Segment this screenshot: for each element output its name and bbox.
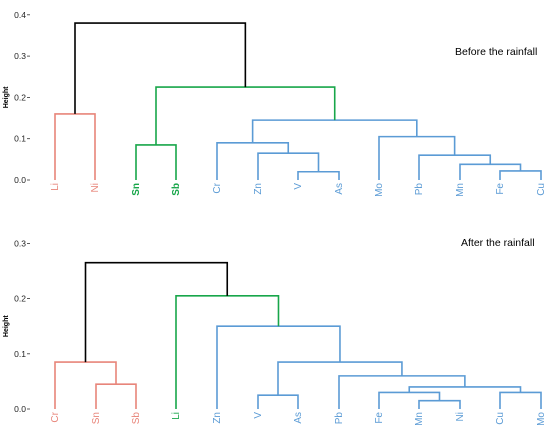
- y-tick-label: 0.0: [14, 175, 26, 185]
- dendrogram-branch: [155, 86, 336, 145]
- dendrogram-branch: [54, 361, 117, 409]
- leaf-label-sb: Sb: [131, 412, 142, 425]
- leaf-label-li: Li: [171, 412, 182, 420]
- dendrogram-branch: [84, 261, 229, 363]
- leaf-label-cu: Cu: [495, 412, 506, 425]
- dendrogram-branch: [216, 142, 290, 180]
- leaf-label-mo: Mo: [536, 412, 547, 426]
- dendrogram-branch: [418, 399, 461, 409]
- leaf-label-mn: Mn: [455, 183, 466, 197]
- leaf-label-cr: Cr: [50, 411, 61, 422]
- dendrogram-branch: [74, 22, 247, 114]
- leaf-label-pb: Pb: [414, 183, 425, 196]
- leaf-label-zn: Zn: [253, 183, 264, 195]
- leaf-label-as: As: [293, 412, 304, 424]
- y-tick-label: 0.2: [14, 92, 26, 102]
- leaf-label-fe: Fe: [495, 183, 506, 195]
- dendrogram-branch: [499, 391, 542, 409]
- dendrogram-branch: [459, 163, 522, 180]
- dendrogram-branch: [257, 394, 299, 409]
- dendrogram-branch: [378, 135, 456, 180]
- y-tick-label: 0.4: [14, 10, 26, 20]
- leaf-label-v: V: [253, 412, 264, 419]
- leaf-label-li: Li: [50, 183, 61, 191]
- leaf-label-ni: Ni: [90, 183, 101, 192]
- leaf-label-fe: Fe: [374, 412, 385, 424]
- leaf-label-v: V: [293, 183, 304, 190]
- leaf-label-as: As: [334, 183, 345, 195]
- leaf-label-mo: Mo: [374, 183, 385, 197]
- y-axis-label: Height: [3, 86, 10, 108]
- panel-title: Before the rainfall: [455, 46, 537, 58]
- dendrogram-branch: [297, 170, 340, 180]
- dendrogram-branch: [408, 386, 522, 393]
- leaf-label-sn: Sn: [91, 412, 102, 424]
- leaf-label-ni: Ni: [455, 412, 466, 421]
- leaf-label-sn: Sn: [131, 183, 142, 196]
- y-tick-label: 0.3: [14, 51, 26, 61]
- dendrogram-branch: [251, 119, 418, 143]
- y-tick-label: 0.0: [14, 404, 26, 414]
- leaf-label-cu: Cu: [536, 183, 547, 196]
- y-tick-label: 0.1: [14, 349, 26, 359]
- dendrogram-branch: [175, 295, 280, 409]
- leaf-label-pb: Pb: [334, 412, 345, 425]
- dendrogram-branch: [257, 152, 320, 180]
- panel-title: After the rainfall: [461, 237, 535, 249]
- y-tick-label: 0.3: [14, 238, 26, 248]
- dendrogram-branch: [418, 154, 492, 180]
- dendrogram-branch: [277, 361, 403, 396]
- dendrogram-panel-1: 0.0 0.1 0.2 0.3 0.4 Height Before the rainfall…: [3, 10, 547, 197]
- leaf-label-cr: Cr: [212, 182, 223, 193]
- y-tick-label: 0.2: [14, 294, 26, 304]
- dendrogram-branch: [54, 113, 96, 180]
- y-tick-label: 0.1: [14, 134, 26, 144]
- leaf-label-sb: Sb: [171, 183, 182, 196]
- dendrogram-panel-2: 0.0 0.1 0.2 0.3 Height After the rainfall Cr Sn…: [3, 237, 547, 426]
- leaf-label-mn: Mn: [414, 412, 425, 426]
- dendrogram-branch: [499, 170, 542, 180]
- dendrogram-branch: [95, 383, 137, 409]
- y-axis-label: Height: [3, 315, 10, 337]
- dendrogram-branch: [135, 144, 177, 180]
- leaf-label-zn: Zn: [212, 412, 223, 424]
